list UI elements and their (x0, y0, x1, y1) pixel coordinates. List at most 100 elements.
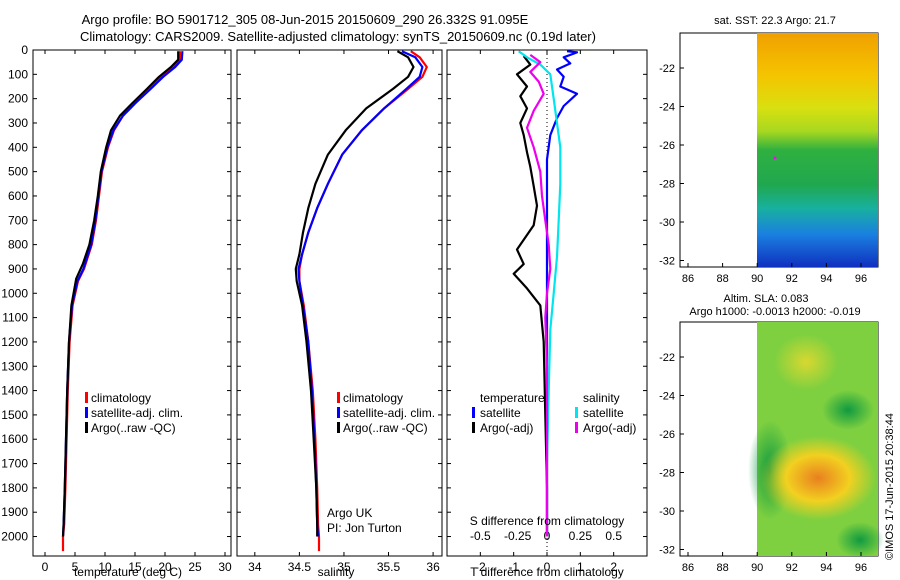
difference-plot: -2 -1 0 1 2-0.5 -0.25 0 0.25 0.5 (470, 50, 622, 574)
depth-tick-label: 800 (8, 238, 28, 252)
title-line2: Climatology: CARS2009. Satellite-adjuste… (80, 29, 596, 44)
legend-label: Argo(-adj) (583, 421, 636, 435)
sla-map-title2: Argo h1000: -0.0013 h2000: -0.019 (689, 306, 860, 318)
legend-swatch-argo (337, 422, 340, 433)
depth-tick-label: 1600 (1, 432, 28, 446)
map-y-tick-label: -28 (659, 468, 675, 480)
depth-tick-label: 1700 (1, 457, 28, 471)
legend-swatch-t-satellite (472, 407, 475, 418)
depth-tick-label: 700 (8, 213, 28, 227)
x-tick-label: 34 (248, 560, 262, 574)
legend-label: Argo(..raw -QC) (91, 421, 176, 435)
x-tick-label: 20 (158, 560, 172, 574)
series-line-climatology (61, 51, 182, 552)
salinity-xlabel: salinity (318, 565, 355, 579)
x-tick-label: 35 (337, 560, 351, 574)
x-tick-label: 5 (72, 560, 79, 574)
depth-tick-label: 1000 (1, 286, 28, 300)
depth-tick-label: 1400 (1, 384, 28, 398)
legend-label: climatology (91, 391, 151, 405)
map-y-tick-label: -22 (659, 63, 675, 75)
temperature-legend: climatology satellite-adj. clim. Argo(..… (85, 391, 183, 435)
depth-tick-label: 1800 (1, 481, 28, 495)
map-y-tick-label: -26 (659, 429, 675, 441)
map-y-tick-label: -28 (659, 179, 675, 191)
sla-feature (774, 334, 838, 390)
legend-label: satellite-adj. clim. (91, 406, 183, 420)
map-x-tick-label: 88 (716, 273, 728, 285)
legend-swatch-argo (85, 422, 88, 433)
map-y-tick-label: -32 (659, 256, 675, 268)
map-y-tick-label: -30 (659, 506, 675, 518)
s-tick-label: -0.5 (470, 529, 491, 543)
x-tick-label: 35.5 (377, 560, 401, 574)
sst-map-field (757, 33, 878, 267)
series-line-argo-raw-qc- (294, 50, 415, 537)
series-line-salinity-satellite (518, 50, 562, 537)
s-tick-label: 0.5 (605, 529, 622, 543)
salinity-axes (236, 49, 443, 557)
depth-tick-label: 400 (8, 140, 28, 154)
depth-tick-label: 600 (8, 189, 28, 203)
map-x-tick-label: 96 (855, 273, 867, 285)
sla-map-title1: Altim. SLA: 0.083 (724, 293, 809, 305)
sla-feature (760, 436, 876, 520)
legend-label: Argo(..raw -QC) (343, 421, 428, 435)
legend-swatch-s-satellite (575, 407, 578, 418)
map-x-tick-label: 88 (716, 562, 728, 574)
legend-label: satellite (583, 406, 624, 420)
legend-swatch-climatology (85, 392, 88, 403)
series-line-salinity-argo-adj- (525, 54, 552, 537)
x-tick-label: 0 (544, 560, 551, 574)
x-tick-label: 2 (610, 560, 617, 574)
map-y-tick-label: -24 (659, 391, 675, 403)
depth-axis: 0 100 200 300 400 500 600 700 800 900 1000 1100 1200… (1, 43, 647, 544)
series-line-satellite-adj-clim- (61, 51, 184, 537)
legend-label: Argo(-adj) (480, 421, 533, 435)
sla-feature (822, 390, 874, 430)
map-x-tick-label: 86 (682, 562, 694, 574)
map-x-tick-label: 90 (751, 273, 763, 285)
temperature-plot: 0 5 10 15 20 25 30 (42, 50, 232, 574)
depth-tick-label: 1100 (2, 311, 28, 325)
salinity-legend: climatology satellite-adj. clim. Argo(..… (337, 391, 435, 435)
salinity-plot: 34 34.5 35 35.5 36 (248, 50, 440, 574)
annotation-argo-uk: Argo UK (327, 506, 372, 520)
depth-tick-label: 1300 (1, 359, 28, 373)
depth-tick-label: 900 (8, 262, 28, 276)
map-x-tick-label: 96 (855, 562, 867, 574)
map-x-tick-label: 92 (786, 562, 798, 574)
difference-xlabel-top: S difference from climatology (470, 514, 625, 528)
depth-tick-label: 1500 (1, 408, 28, 422)
difference-legend: temperature salinity satellite Argo(-adj… (472, 391, 636, 435)
x-tick-label: 1 (577, 560, 584, 574)
depth-tick-label: 1900 (1, 505, 28, 519)
depth-tick-label: 100 (8, 67, 28, 81)
map-y-tick-label: -26 (659, 140, 675, 152)
depth-tick-label: 300 (8, 116, 28, 130)
map-y-tick-label: -24 (659, 102, 675, 114)
legend-swatch-climatology (337, 392, 340, 403)
legend-label: satellite (480, 406, 521, 420)
legend-label: climatology (343, 391, 403, 405)
depth-tick-label: 200 (8, 92, 28, 106)
legend-swatch-s-argo (575, 422, 578, 433)
x-tick-label: -1 (508, 560, 519, 574)
map-x-tick-label: 86 (682, 273, 694, 285)
annotation-pi: PI: Jon Turton (327, 521, 402, 535)
x-tick-label: 0 (42, 560, 49, 574)
series-line-temperature-satellite (545, 50, 579, 537)
map-y-tick-label: -32 (659, 545, 675, 557)
legend-label: satellite-adj. clim. (343, 406, 435, 420)
x-tick-label: 15 (128, 560, 142, 574)
temperature-xlabel: temperature (deg C) (74, 565, 182, 579)
legend-title-salinity: salinity (583, 391, 620, 405)
map-x-tick-label: 90 (751, 562, 763, 574)
series-line-climatology (298, 50, 428, 552)
depth-tick-label: 1200 (1, 335, 28, 349)
series-line-temperature-argo-adj- (512, 55, 549, 537)
difference-xlabel: T difference from climatology (470, 565, 624, 579)
map-x-tick-label: 94 (820, 273, 832, 285)
sla-feature (836, 522, 884, 558)
s-tick-label: 0.25 (569, 529, 593, 543)
